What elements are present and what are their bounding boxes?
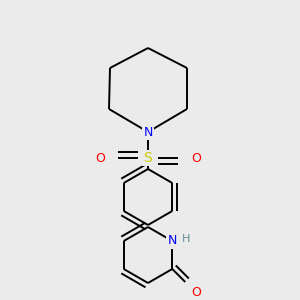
Text: N: N (143, 125, 153, 139)
Text: S: S (144, 151, 152, 165)
Text: H: H (182, 234, 190, 244)
Text: N: N (168, 235, 177, 248)
Text: O: O (191, 286, 201, 299)
Text: O: O (95, 152, 105, 164)
Text: O: O (191, 152, 201, 164)
